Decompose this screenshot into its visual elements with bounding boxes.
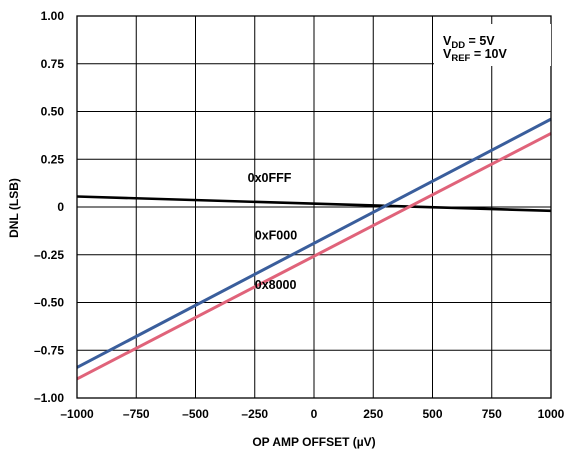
x-tick-label: –750 (123, 407, 150, 421)
x-tick-label: 1000 (538, 407, 565, 421)
x-tick-label: –250 (241, 407, 268, 421)
y-tick-label: 0.50 (41, 105, 65, 119)
annotation-vref: VREF = 10V (443, 47, 507, 64)
x-tick-label: 250 (363, 407, 383, 421)
y-tick-label: 1.00 (41, 9, 65, 23)
series-line-0x0fff (76, 195, 552, 213)
y-tick-labels: –1.00 –0.75 –0.50 –0.25 0 0.25 0.50 0.75 1.00 (34, 9, 64, 405)
y-tick-label: 0.25 (41, 152, 65, 166)
annotation-box (434, 24, 551, 66)
y-axis-label: DNL (LSB) (7, 178, 21, 238)
y-tick-label: –1.00 (34, 391, 64, 405)
x-tick-label: 500 (422, 407, 442, 421)
series-label-0x0fff: 0x0FFF (248, 171, 292, 185)
x-axis-label: OP AMP OFFSET (µV) (252, 435, 375, 449)
series-label-0xf000: 0xF000 (255, 228, 297, 242)
y-tick-label: 0 (57, 200, 64, 214)
x-tick-label: –1000 (60, 407, 94, 421)
series-label-0x8000: 0x8000 (255, 278, 297, 292)
x-tick-label: 750 (482, 407, 502, 421)
plot-frame (76, 15, 552, 399)
y-tick-label: –0.75 (34, 343, 64, 357)
x-tick-labels: –1000 –750 –500 –250 0 250 500 750 1000 (60, 407, 564, 421)
series-line-0xf000 (76, 117, 552, 369)
series-line-0x8000 (76, 132, 552, 381)
annotation-vdd: VDD = 5V (443, 34, 495, 51)
x-tick-label: 0 (311, 407, 318, 421)
y-tick-label: –0.25 (34, 248, 64, 262)
series-labels: 0x0FFF 0xF000 0x8000 (248, 171, 298, 292)
y-tick-label: –0.50 (34, 296, 64, 310)
x-tick-label: –500 (182, 407, 209, 421)
y-tick-label: 0.75 (41, 57, 65, 71)
series-group (76, 117, 552, 381)
